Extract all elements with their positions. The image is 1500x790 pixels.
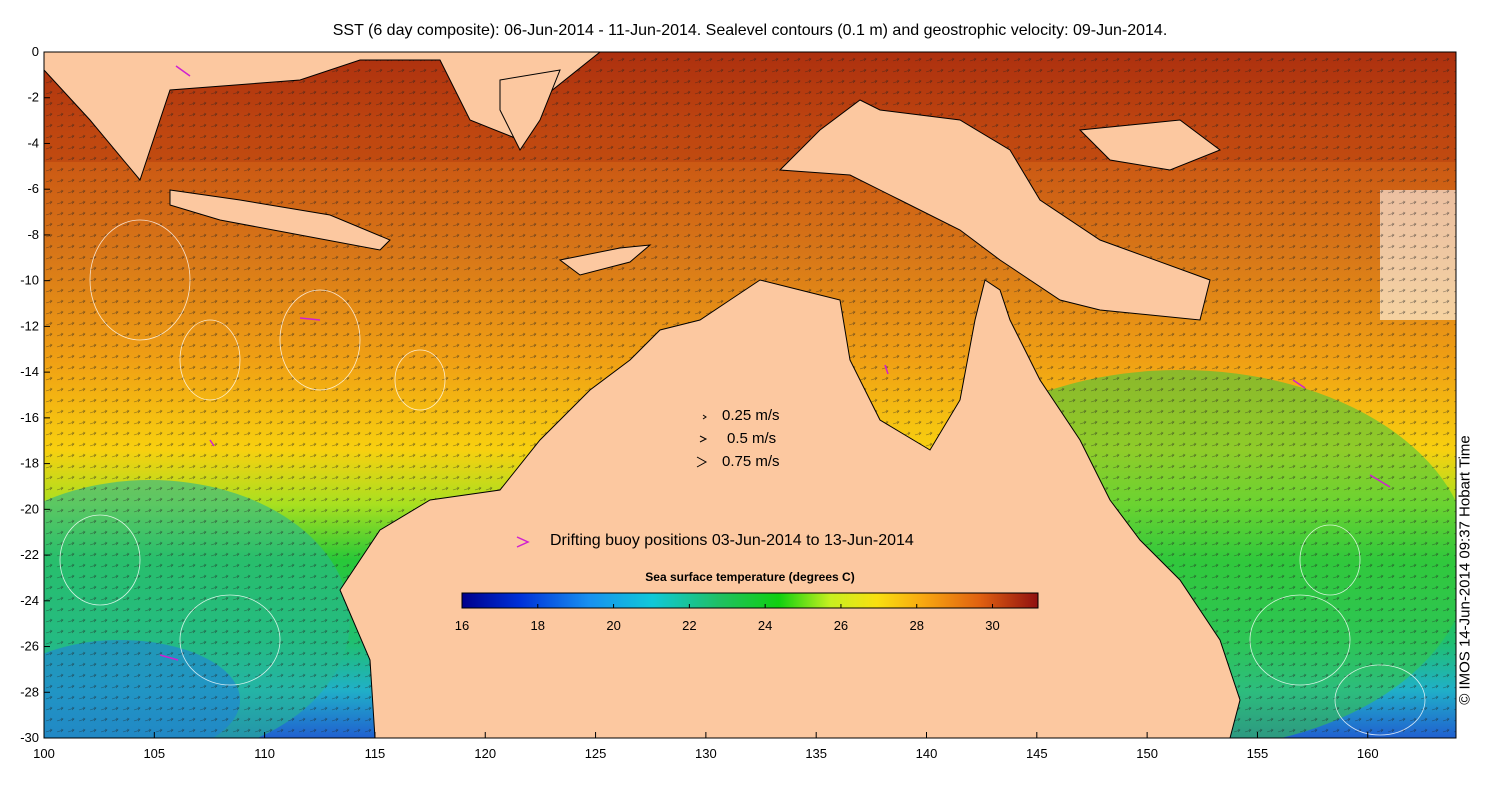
credit-text: © IMOS 14-Jun-2014 09:37 Hobart Time xyxy=(1456,435,1474,705)
land-new-guinea xyxy=(778,99,1211,321)
contour xyxy=(394,349,446,411)
velocity-legend-arrows xyxy=(696,414,708,468)
x-tick-label: 155 xyxy=(1247,746,1269,761)
colorbar-tick-label: 18 xyxy=(531,618,545,633)
sealevel-contours xyxy=(59,219,1426,736)
y-tick-label: -26 xyxy=(20,639,39,654)
y-tick-label: -22 xyxy=(20,547,39,562)
x-tick-label: 100 xyxy=(33,746,55,761)
contour xyxy=(179,319,241,401)
contour xyxy=(1249,594,1351,686)
buoy-track xyxy=(1369,474,1391,488)
colorbar-tick-label: 24 xyxy=(758,618,772,633)
y-tick-label: -30 xyxy=(20,730,39,745)
buoy-track xyxy=(175,65,191,77)
colorbar-ticks: 16 18 20 22 24 26 28 30 xyxy=(455,604,1000,633)
buoy-track xyxy=(299,317,321,321)
land-bismarck xyxy=(1078,119,1222,171)
y-tick-label: -14 xyxy=(20,364,39,379)
x-tick-label: 120 xyxy=(474,746,496,761)
contour xyxy=(1334,664,1426,736)
land-timor xyxy=(558,244,652,276)
y-tick-label: -28 xyxy=(20,684,39,699)
y-tick-label: 0 xyxy=(32,44,39,59)
colorbar-tick-label: 30 xyxy=(985,618,999,633)
velocity-legend-label: 0.75 m/s xyxy=(722,453,780,470)
colorbar-tick-label: 16 xyxy=(455,618,469,633)
y-tick-label: -16 xyxy=(20,410,39,425)
buoy-legend-label: Drifting buoy positions 03-Jun-2014 to 1… xyxy=(550,532,914,549)
colorbar-tick-label: 26 xyxy=(834,618,848,633)
land-sulawesi xyxy=(499,69,561,151)
y-tick-label: -10 xyxy=(20,273,39,288)
x-tick-label: 135 xyxy=(805,746,827,761)
buoy-legend-marker xyxy=(516,536,530,548)
buoy-track xyxy=(159,654,179,661)
contour xyxy=(1299,524,1361,596)
x-tick-label: 105 xyxy=(143,746,165,761)
contour xyxy=(179,594,281,686)
y-tick-label: -12 xyxy=(20,318,39,333)
x-tick-label: 130 xyxy=(695,746,717,761)
buoy-track xyxy=(1292,379,1306,389)
y-tick-label: -8 xyxy=(27,227,39,242)
colorbar-tick-label: 28 xyxy=(910,618,924,633)
x-tick-label: 115 xyxy=(365,746,386,761)
colorbar-tick-label: 22 xyxy=(682,618,696,633)
x-tick-label: 125 xyxy=(585,746,607,761)
contour xyxy=(279,289,361,391)
contour xyxy=(89,219,191,341)
arrow-0.75 xyxy=(696,456,708,468)
y-tick-label: -4 xyxy=(27,135,39,150)
y-tick-label: -18 xyxy=(20,456,39,471)
x-axis: 100 105 110 115 120 125 130 135 140 145 150 155 160 xyxy=(33,732,1379,761)
y-tick-label: -20 xyxy=(20,501,39,516)
x-tick-label: 160 xyxy=(1357,746,1379,761)
x-tick-label: 150 xyxy=(1136,746,1158,761)
colorbar-title: Sea surface temperature (degrees C) xyxy=(645,570,855,584)
velocity-legend-label: 0.5 m/s xyxy=(727,430,777,447)
colorbar xyxy=(461,592,1039,609)
x-tick-label: 110 xyxy=(254,746,275,761)
velocity-legend-label: 0.25 m/s xyxy=(722,407,780,424)
colorbar-tick-label: 20 xyxy=(606,618,620,633)
contour xyxy=(59,514,141,606)
buoy-track xyxy=(209,439,215,447)
plot-frame xyxy=(43,51,1457,739)
land-australia xyxy=(339,279,1241,738)
x-tick-label: 145 xyxy=(1026,746,1048,761)
y-tick-label: -6 xyxy=(27,181,39,196)
arrow-0.25 xyxy=(702,414,707,420)
y-tick-label: -2 xyxy=(27,90,39,105)
buoy-track xyxy=(884,364,889,375)
x-tick-label: 140 xyxy=(916,746,938,761)
drifter-tracks xyxy=(159,65,1391,661)
land xyxy=(44,52,1241,738)
arrow-0.5 xyxy=(699,435,708,443)
y-tick-label: -24 xyxy=(20,593,39,608)
y-axis: 0 -2 -4 -6 -8 -10 -12 -14 -16 -18 -20 -22 -24 -26 -28 -… xyxy=(20,44,50,745)
land-java xyxy=(169,189,391,251)
map-title: SST (6 day composite): 06-Jun-2014 - 11-… xyxy=(332,22,1168,39)
